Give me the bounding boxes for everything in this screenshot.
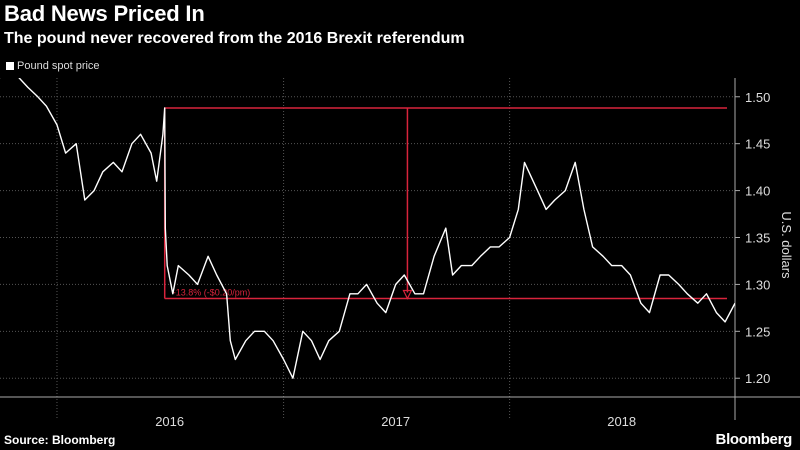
- y-tick-label: 1.35: [745, 231, 770, 246]
- x-tick-label: 2016: [155, 414, 184, 429]
- x-tick-label: 2018: [607, 414, 636, 429]
- y-tick-label: 1.20: [745, 371, 770, 386]
- chart-subtitle: The pound never recovered from the 2016 …: [4, 30, 465, 47]
- x-tick-label: 2017: [381, 414, 410, 429]
- legend: Pound spot price: [6, 60, 100, 72]
- legend-label: Pound spot price: [17, 60, 100, 72]
- annotation-label: -13.8% (-$0.20/pm): [173, 287, 251, 297]
- bloomberg-logo: Bloomberg: [715, 431, 793, 448]
- pound-spot-price-line: [0, 78, 735, 379]
- source-note: Source: Bloomberg: [4, 433, 116, 447]
- annotation-arrowhead: [402, 289, 413, 300]
- legend-swatch: [6, 62, 14, 70]
- y-tick-label: 1.30: [745, 277, 770, 292]
- y-tick-label: 1.50: [745, 90, 770, 105]
- chart-title: Bad News Priced In: [4, 1, 205, 26]
- y-tick-label: 1.40: [745, 184, 770, 199]
- y-axis-label: U.S. dollars: [779, 211, 794, 279]
- y-tick-label: 1.45: [745, 137, 770, 152]
- y-tick-label: 1.25: [745, 324, 770, 339]
